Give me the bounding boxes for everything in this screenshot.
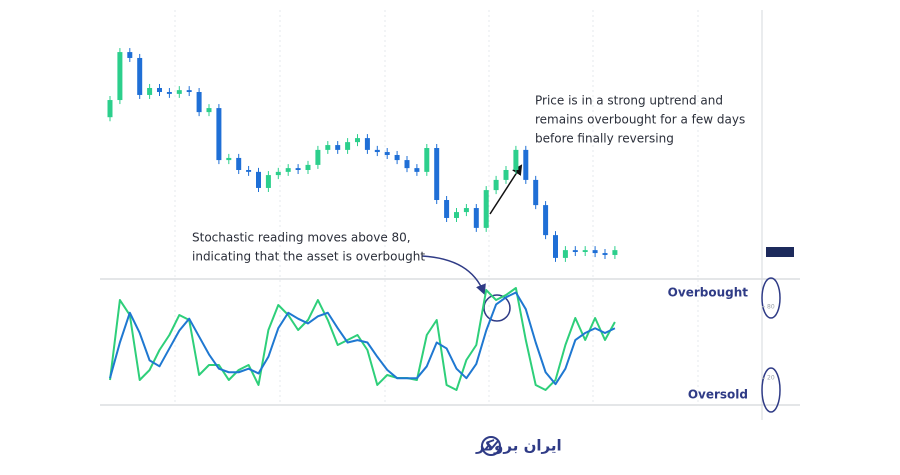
candle-body bbox=[384, 152, 390, 155]
candle-body bbox=[236, 157, 242, 170]
annotation: indicating that the asset is overbought bbox=[192, 250, 425, 264]
candle-body bbox=[285, 168, 291, 172]
candle-body bbox=[127, 52, 133, 58]
candle-body bbox=[166, 92, 172, 94]
candle-body bbox=[216, 108, 222, 161]
annotation: Stochastic reading moves above 80, bbox=[192, 231, 411, 245]
candle-body bbox=[186, 90, 192, 93]
candle-body bbox=[275, 171, 281, 176]
price-marker bbox=[766, 247, 794, 257]
candle-body bbox=[513, 149, 519, 170]
candle-body bbox=[463, 208, 469, 213]
candle-body bbox=[434, 148, 440, 201]
candle-body bbox=[523, 149, 529, 180]
candle-body bbox=[345, 142, 351, 150]
candle-body bbox=[602, 253, 608, 255]
highlight-oval bbox=[761, 367, 781, 413]
candle-body bbox=[226, 157, 232, 161]
candle-body bbox=[404, 160, 410, 169]
candle-body bbox=[483, 190, 489, 228]
candle-body bbox=[424, 148, 430, 172]
candle-body bbox=[374, 149, 380, 153]
brand-name: ایران بروکر bbox=[475, 437, 562, 455]
candle-body bbox=[206, 108, 212, 113]
highlight-oval bbox=[761, 277, 781, 319]
candle-body bbox=[503, 169, 509, 180]
grid bbox=[174, 10, 699, 405]
candle-body bbox=[117, 52, 123, 101]
candle-body bbox=[562, 250, 568, 258]
candle-body bbox=[265, 175, 271, 188]
candle-body bbox=[295, 168, 301, 170]
candle-body bbox=[553, 235, 558, 258]
y-tick-label: 20 bbox=[767, 375, 775, 382]
candle-body bbox=[582, 250, 588, 253]
candle-body bbox=[414, 168, 420, 172]
candle-body bbox=[305, 164, 311, 170]
candle-body bbox=[157, 87, 162, 93]
zone-label: Oversold bbox=[688, 388, 748, 402]
candle-body bbox=[176, 90, 182, 94]
candle-body bbox=[444, 200, 450, 218]
candle-body bbox=[107, 100, 113, 118]
candle-body bbox=[612, 250, 618, 255]
candle-body bbox=[196, 92, 202, 113]
stochastic-line bbox=[109, 291, 616, 386]
annotation: remains overbought for a few days bbox=[535, 113, 745, 127]
candle-body bbox=[473, 208, 479, 228]
stochastic-line bbox=[109, 286, 616, 391]
candle-body bbox=[355, 138, 360, 143]
candle-body bbox=[335, 145, 341, 150]
candle-body bbox=[592, 250, 598, 254]
logo-icon bbox=[481, 436, 501, 456]
candle-body bbox=[543, 205, 549, 236]
brand-logo: ایران بروکر bbox=[475, 436, 562, 456]
highlight-circle bbox=[483, 294, 511, 322]
candle-body bbox=[572, 250, 578, 253]
candle-body bbox=[315, 149, 321, 165]
logo-icon bbox=[484, 440, 499, 451]
candle-body bbox=[325, 145, 331, 150]
candle-body bbox=[533, 179, 539, 206]
candle-body bbox=[364, 138, 370, 150]
candle-body bbox=[256, 171, 261, 188]
candle-body bbox=[394, 154, 400, 161]
candle-body bbox=[493, 179, 499, 191]
arrow bbox=[421, 255, 486, 295]
candle-body bbox=[137, 57, 143, 95]
candle-body bbox=[147, 87, 153, 95]
zone-label: Overbought bbox=[668, 286, 749, 300]
candle-body bbox=[454, 212, 459, 218]
y-tick-label: 80 bbox=[767, 303, 775, 310]
annotation: Price is in a strong uptrend and bbox=[535, 94, 723, 108]
annotation: before finally reversing bbox=[535, 132, 674, 146]
candle-body bbox=[246, 169, 252, 172]
